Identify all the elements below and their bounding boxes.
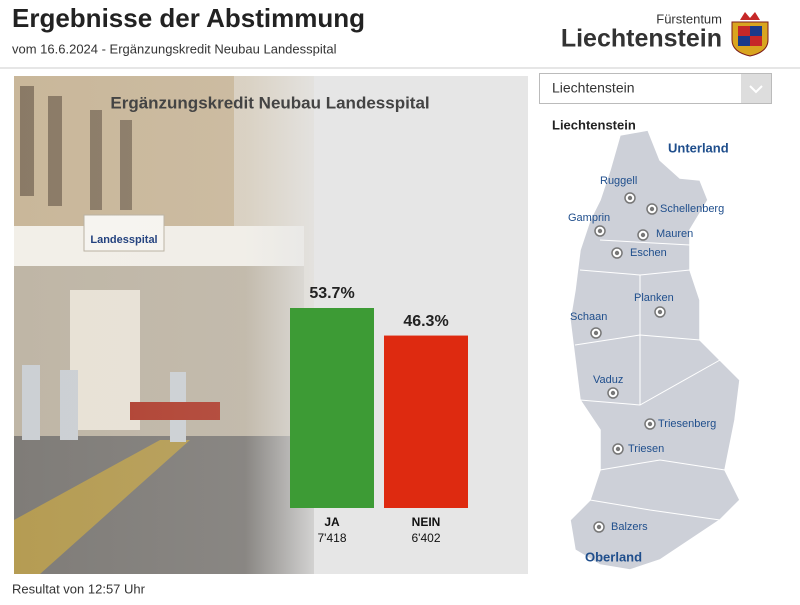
chart-title: Ergänzungskredit Neubau Landesspital [110,93,429,112]
municipality-dot-center [610,390,616,396]
municipality-label: Balzers [611,521,648,533]
dropdown[interactable] [539,73,772,104]
municipality-label: Schellenberg [660,203,724,215]
municipality-dot-center [627,195,633,201]
municipality-dot-center [593,330,599,336]
vote-count: 7'418 [318,531,347,545]
page-subtitle: vom 16.6.2024 - Ergänzungskredit Neubau … [12,41,337,56]
country-shape [569,129,741,571]
municipality-dot-center [614,250,620,256]
logo-main: Liechtenstein [561,25,722,53]
value-label: 46.3% [403,313,448,330]
municipality-label: Eschen [630,247,667,259]
municipality-label: Vaduz [593,374,623,386]
map-title: Liechtenstein [552,117,636,132]
municipality-dot-center [640,232,646,238]
category-label: JA [324,515,340,529]
hospital-photo: Landesspital [14,76,528,574]
municipality-dot-center [657,309,663,315]
municipality-label: Triesenberg [658,418,716,430]
category-label: NEIN [412,515,441,529]
municipality-label: Triesen [628,443,664,455]
value-label: 53.7% [309,285,354,302]
municipality-dot-center [615,446,621,452]
municipality-label: Ruggell [600,175,637,187]
dropdown-button[interactable] [741,74,771,103]
footer-note: Resultat von 12:57 Uhr [12,581,146,596]
region-selector[interactable]: Liechtenstein [539,73,772,104]
vote-count: 6'402 [412,531,441,545]
municipality-dot-center [596,524,602,530]
bar [290,308,374,508]
page-title: Ergebnisse der Abstimmung [12,3,365,33]
municipality-label: Gamprin [568,212,610,224]
map [569,129,741,571]
borders [574,239,726,521]
municipality-label: Mauren [656,228,693,240]
municipality-dot-center [649,206,655,212]
logo-top: Fürstentum [656,11,722,26]
region-label: Unterland [668,140,729,155]
bar [384,335,468,508]
region-label: Oberland [585,549,642,564]
dropdown-arrow [749,85,763,94]
municipality-dot-center [647,421,653,427]
dropdown-value[interactable]: Liechtenstein [552,80,635,96]
municipality-label: Schaan [570,311,607,323]
municipality-label: Planken [634,292,674,304]
municipality-dot-center [597,228,603,234]
coat-of-arms [731,12,769,57]
